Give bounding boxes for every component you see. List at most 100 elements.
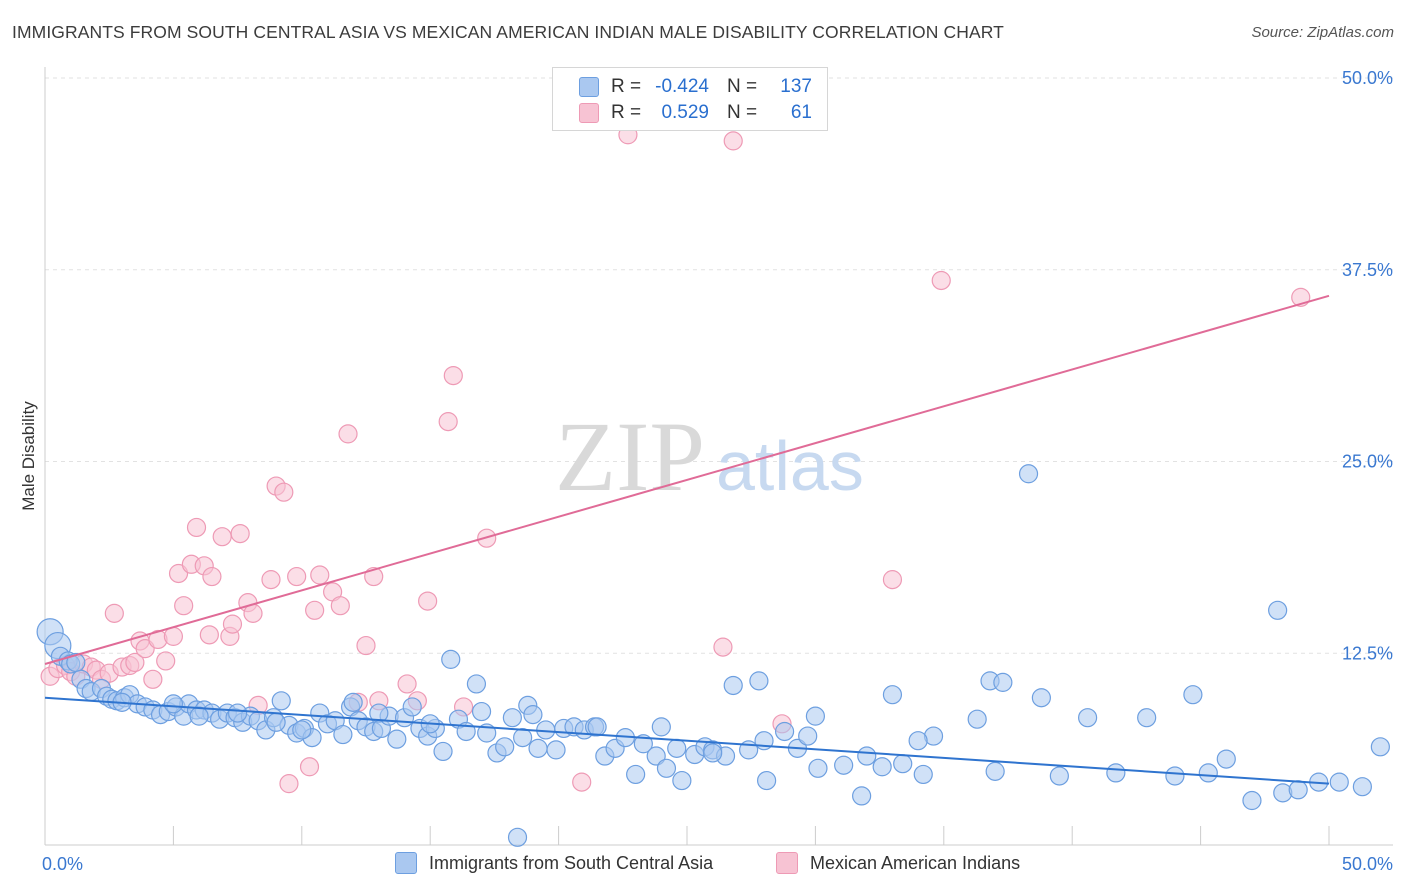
blue-point [502,708,522,728]
blue-point [343,692,363,712]
blue-point [1329,772,1349,792]
blue-point [1183,685,1203,705]
legend-item-immigrants: Immigrants from South Central Asia [395,852,713,874]
blue-point [967,709,987,729]
blue-point [1018,464,1039,484]
blue-point [523,705,543,725]
legend-n-label: N = [727,76,758,97]
blue-point [471,701,492,722]
blue-point [228,703,248,723]
blue-point [993,672,1013,692]
pink-point [274,482,294,502]
legend-label: Mexican American Indians [810,852,1021,873]
blue-point [646,746,666,766]
blue-point [872,757,892,777]
pink-point [199,625,219,645]
blue-point [402,697,422,717]
pink-point [287,566,307,587]
pink-point [882,570,903,590]
legend-swatch-pink [579,103,599,123]
legend-n-label: N = [727,102,758,123]
pink-point [230,523,250,544]
blue-point [723,675,743,696]
legend-n-value: 61 [790,102,812,123]
blue-point [703,743,723,763]
pink-point [723,131,743,151]
blue-point [808,758,828,778]
stats-legend: R = -0.424 N = 137 R = 0.529 N = 61 [552,67,828,131]
legend-row-pink: R = 0.529 N = 61 [579,101,812,125]
pink-point [305,600,325,620]
blue-point [1198,763,1218,783]
blue-point [651,717,671,737]
blue-point [1137,708,1157,728]
y-tick-label: 12.5% [1342,643,1393,663]
x-tick-label-min: 0.0% [42,854,83,874]
blue-point [757,770,777,791]
blue-point [292,720,312,740]
blue-point [1352,777,1372,797]
blue-point [266,712,286,732]
blue-point [513,728,533,748]
blue-point [913,764,933,785]
blue-point [749,671,769,691]
legend-item-mexican-american-indians: Mexican American Indians [776,852,1020,874]
legend-row-blue: R = -0.424 N = 137 [579,75,812,99]
blue-point [587,717,607,737]
trend-lines [44,294,1330,785]
blue-point [882,685,903,705]
y-tick-label: 50.0% [1342,68,1393,88]
source-credit: Source: ZipAtlas.com [1251,24,1394,41]
blue-point [1268,600,1288,620]
pink-point [931,270,951,291]
blue-point [667,738,687,758]
blue-point [1078,708,1098,728]
legend-r-value: 0.529 [661,102,709,123]
pink-point [104,603,124,623]
blue-point [857,746,877,766]
watermark-atlas: atlas [716,427,864,505]
pink-point [330,596,350,616]
blue-point [528,738,548,758]
blue-point [672,770,692,791]
blue-point [495,737,515,757]
blue-point [985,761,1005,781]
legend-n-value: 137 [780,76,812,97]
blue-point [163,694,183,714]
pink-point [713,637,733,657]
blue-point [805,706,826,726]
blue-point [271,691,291,711]
blue-point [1031,688,1051,708]
blue-point [626,764,646,785]
chart-title: IMMIGRANTS FROM SOUTH CENTRAL ASIA VS ME… [12,22,1004,42]
blue-point [1106,763,1126,783]
blue-point [507,827,528,847]
pink-point [397,674,417,694]
y-tick-label: 37.5% [1342,260,1393,280]
blue-point [1049,766,1069,786]
y-tick-label: 25.0% [1342,452,1393,472]
gridlines [45,77,1393,654]
legend-r-label: R = [611,102,642,123]
pink-point [443,365,463,386]
axes [44,67,1393,846]
blue-point [441,649,461,669]
pink-point [163,626,183,646]
blue-point [774,721,795,742]
pink-point [299,757,320,777]
watermark-zip: ZIP [555,401,705,512]
pink-point [261,570,281,590]
watermark: ZIP atlas [555,401,864,512]
blue-point [852,786,872,806]
blue-point [893,754,913,774]
pink-point [202,566,222,587]
pink-point [125,652,145,673]
blue-point [633,734,653,754]
legend-label: Immigrants from South Central Asia [429,852,714,873]
blue-point [369,703,389,723]
pink-point [212,527,232,547]
blue-point [333,724,353,745]
tick-labels: 12.5% 25.0% 37.5% 50.0% 0.0% 50.0% Male Disabi… [19,68,1393,874]
blue-point [1288,780,1308,800]
blue-point [798,726,818,746]
